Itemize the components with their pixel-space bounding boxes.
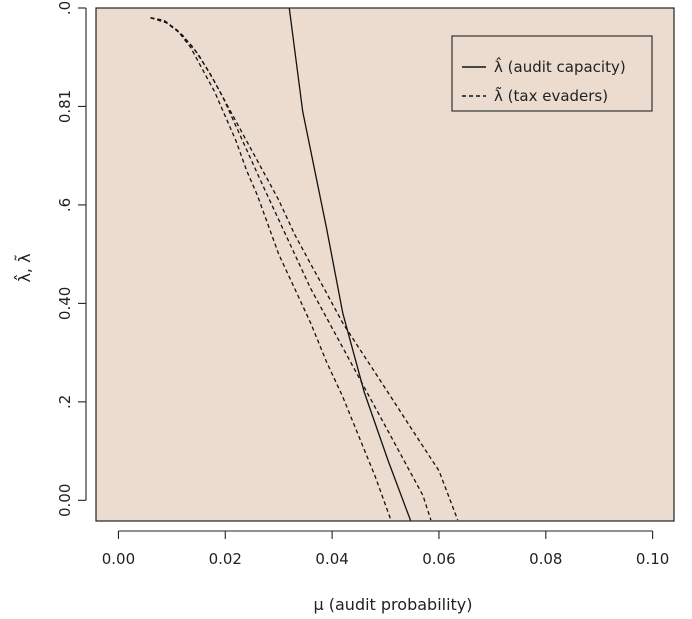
x-tick-label: 0.02 <box>209 550 242 568</box>
x-tick-label: 0.00 <box>102 550 135 568</box>
y-axis: 0.00 .2 0.40 .6 0.81 .0 <box>56 1 87 517</box>
x-tick-label: 0.10 <box>636 550 669 568</box>
plot-frame <box>95 7 675 522</box>
x-tick-label: 0.08 <box>529 550 562 568</box>
y-tick-label: .2 <box>56 395 74 409</box>
y-tick-label: .6 <box>56 198 74 212</box>
y-tick-label: 0.00 <box>56 484 74 517</box>
legend: λ̂ (audit capacity) λ̃ (tax evaders) <box>451 35 653 112</box>
x-tick-label: 0.04 <box>315 550 348 568</box>
legend-label-audit-capacity: λ̂ (audit capacity) <box>494 56 626 76</box>
y-tick-label: 0.40 <box>56 287 74 320</box>
y-tick-label: 0.81 <box>56 90 74 123</box>
series-line-audit-capacity <box>288 8 412 521</box>
x-axis-title: μ (audit probability) <box>313 595 472 614</box>
series-line-tax-evaders-1 <box>150 17 392 521</box>
series-line-tax-evaders-3 <box>150 17 459 521</box>
y-axis-title: λ̂, λ̃ <box>14 253 34 282</box>
legend-box <box>451 35 653 112</box>
x-axis: 0.00 0.02 0.04 0.06 0.08 0.10 <box>102 530 669 568</box>
plot-area <box>96 8 674 521</box>
series-layer <box>150 8 459 521</box>
y-tick-label: .0 <box>56 1 74 15</box>
legend-label-tax-evaders: λ̃ (tax evaders) <box>494 86 608 105</box>
x-tick-label: 0.06 <box>422 550 455 568</box>
